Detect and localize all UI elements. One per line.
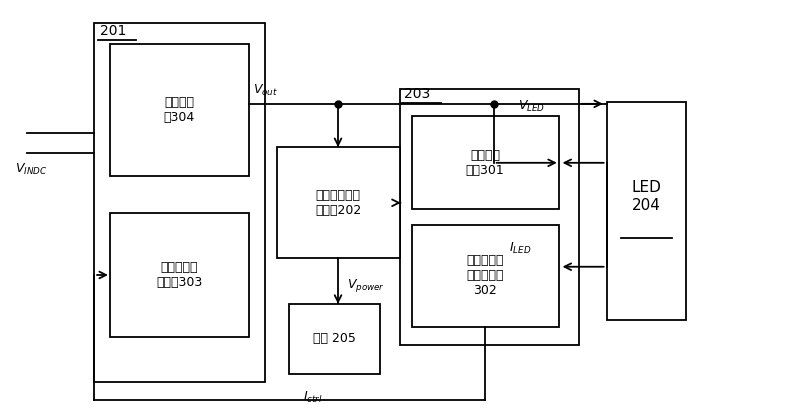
Text: 第二级电压调
节电路202: 第二级电压调 节电路202 <box>315 189 361 217</box>
FancyBboxPatch shape <box>400 89 578 345</box>
Text: 203: 203 <box>404 87 430 101</box>
Text: $V_{INDC}$: $V_{INDC}$ <box>14 162 47 177</box>
FancyBboxPatch shape <box>412 116 559 209</box>
FancyBboxPatch shape <box>412 225 559 326</box>
FancyBboxPatch shape <box>289 304 380 374</box>
Text: $V_{power}$: $V_{power}$ <box>346 277 385 294</box>
Text: 第一电压控
制回路303: 第一电压控 制回路303 <box>156 261 202 289</box>
Text: 201: 201 <box>100 24 126 38</box>
FancyBboxPatch shape <box>277 147 400 258</box>
FancyBboxPatch shape <box>606 102 686 320</box>
Text: 功率级电
路304: 功率级电 路304 <box>163 96 194 124</box>
FancyBboxPatch shape <box>94 23 265 382</box>
FancyBboxPatch shape <box>110 44 249 176</box>
Text: $I_{LED}$: $I_{LED}$ <box>509 241 531 256</box>
Text: $V_{LED}$: $V_{LED}$ <box>518 99 545 114</box>
FancyBboxPatch shape <box>110 213 249 337</box>
Text: $V_{out}$: $V_{out}$ <box>253 83 278 99</box>
Text: $I_{ctrl}$: $I_{ctrl}$ <box>302 390 322 405</box>
Text: 电流控制
回路301: 电流控制 回路301 <box>466 149 504 177</box>
Text: 误差信号信
号发生电路
302: 误差信号信 号发生电路 302 <box>466 254 504 297</box>
Text: 负载 205: 负载 205 <box>314 332 356 345</box>
Text: LED
204: LED 204 <box>631 181 662 213</box>
